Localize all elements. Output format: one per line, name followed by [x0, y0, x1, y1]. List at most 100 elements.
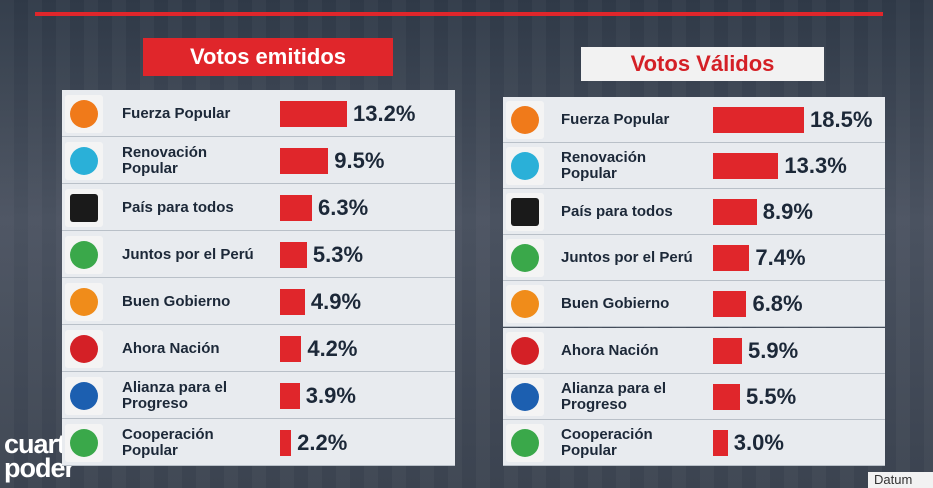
value-label: 4.9% [310, 288, 362, 314]
party-name: Fuerza Popular [561, 111, 670, 129]
value-label: 6.8% [752, 291, 803, 317]
party-name: Buen Gobierno [122, 292, 231, 310]
party-name: País para todos [122, 198, 234, 216]
bar [280, 335, 302, 362]
party-icon [65, 329, 103, 368]
top-rule [35, 12, 883, 16]
row [62, 372, 455, 419]
bar [713, 383, 741, 410]
value-label: 8.9% [762, 199, 813, 225]
row [62, 419, 455, 466]
party-name: Ahora Nación [561, 341, 659, 359]
bar [280, 100, 348, 127]
row [503, 327, 885, 374]
value-label: 4.2% [307, 335, 358, 361]
party-name: Renovación Popular [561, 149, 647, 183]
party-name: Ahora Nación [122, 339, 220, 357]
row [503, 281, 885, 328]
party-icon [506, 423, 544, 462]
row [62, 137, 455, 184]
icon-symbol [70, 334, 98, 363]
row [62, 90, 455, 137]
party-icon [65, 141, 103, 180]
party-name: Alianza para el Progreso [122, 378, 228, 412]
icon-symbol [511, 106, 539, 135]
bar [713, 337, 743, 364]
party-icon [65, 282, 103, 321]
bar [713, 107, 805, 134]
icon-symbol [70, 193, 98, 222]
row [62, 184, 455, 231]
bar [713, 291, 747, 318]
icon-symbol [70, 381, 98, 410]
party-icon [65, 188, 103, 227]
bar [280, 194, 312, 221]
icon-symbol [511, 290, 539, 319]
value-label: 6.3% [318, 194, 369, 220]
value-label: 5.9% [748, 337, 799, 363]
bar [713, 245, 750, 272]
row [503, 97, 885, 144]
party-icon [506, 147, 544, 186]
party-icon [65, 235, 103, 274]
row [503, 143, 885, 190]
source: Datum [868, 472, 933, 488]
value-label: 13.3% [784, 153, 847, 179]
bar [280, 147, 329, 174]
icon-symbol [511, 152, 539, 181]
row [503, 419, 885, 466]
value-label: 9.5% [334, 147, 385, 173]
party-icon [506, 101, 544, 140]
icon-symbol [511, 244, 539, 273]
value-label: 5.5% [746, 383, 797, 409]
value-label: 18.5% [810, 107, 873, 133]
value-label: 7.4% [755, 245, 806, 271]
party-icon [506, 239, 544, 278]
row [503, 189, 885, 236]
bar [280, 288, 305, 315]
bar [713, 429, 728, 456]
icon-symbol [70, 287, 98, 316]
icon-symbol [511, 382, 539, 411]
bar [280, 429, 292, 456]
icon-symbol [70, 240, 98, 269]
bar [280, 382, 300, 409]
row [503, 235, 885, 282]
icon-symbol [511, 428, 539, 457]
panel-title: Votos Válidos [581, 47, 824, 81]
row [62, 231, 455, 278]
party-name: Cooperación Popular [561, 425, 653, 459]
bar [713, 199, 757, 226]
value-label: 5.3% [312, 241, 364, 267]
party-name: Cooperación Popular [122, 425, 214, 459]
panel-title: Votos emitidos [143, 38, 393, 76]
value-label: 3.9% [305, 382, 356, 408]
party-name: Juntos por el Perú [561, 249, 693, 267]
party-icon [506, 285, 544, 324]
icon-symbol [511, 336, 539, 365]
party-icon [506, 331, 544, 370]
value-label: 2.2% [297, 429, 348, 455]
icon-symbol [511, 198, 539, 227]
party-name: Buen Gobierno [561, 295, 670, 313]
row [62, 325, 455, 372]
icon-symbol [70, 428, 98, 457]
row [503, 373, 885, 420]
value-label: 3.0% [733, 429, 784, 455]
icon-symbol [70, 99, 98, 128]
value-label: 13.2% [353, 100, 416, 126]
party-icon [65, 376, 103, 415]
party-icon [506, 193, 544, 232]
party-icon [65, 94, 103, 133]
party-icon [65, 423, 103, 462]
party-name: Juntos por el Perú [122, 245, 254, 263]
party-name: País para todos [561, 203, 673, 221]
icon-symbol [70, 146, 98, 175]
row [62, 278, 455, 325]
party-name: Renovación Popular [122, 143, 208, 177]
party-name: Fuerza Popular [122, 104, 231, 122]
party-icon [506, 377, 544, 416]
bar [713, 153, 779, 180]
party-name: Alianza para el Progreso [561, 379, 667, 413]
